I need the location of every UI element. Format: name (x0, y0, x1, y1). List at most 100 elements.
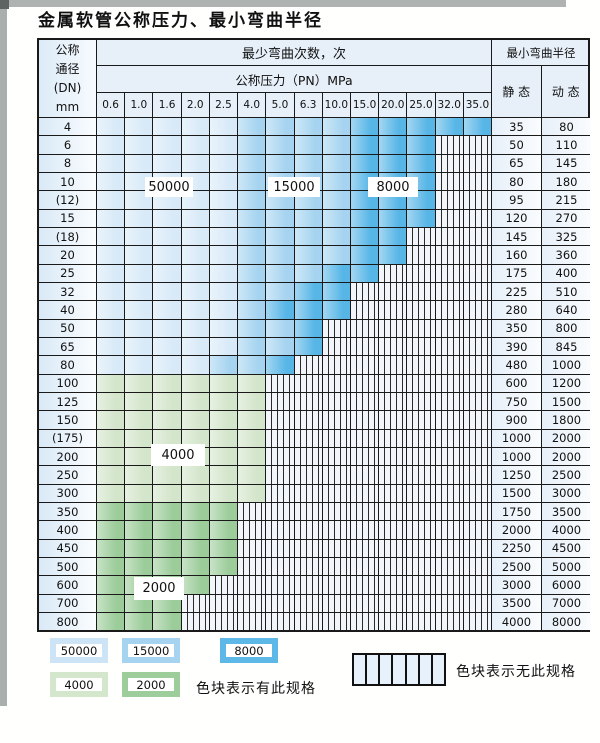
pressure-cells (96, 264, 492, 282)
spec-cell (97, 136, 125, 154)
spec-cell (180, 576, 209, 594)
spec-cell (293, 337, 322, 356)
spec-cell (349, 118, 379, 136)
spec-cell (265, 246, 294, 264)
dynamic-radius-value: 640 (541, 301, 591, 319)
no-spec-cell (237, 521, 266, 539)
spec-cell (208, 447, 238, 466)
spec-cell (321, 118, 350, 136)
spec-cell (265, 209, 294, 227)
no-spec-cell (462, 557, 492, 576)
static-radius-value: 480 (491, 356, 541, 374)
spec-cell (152, 282, 181, 301)
spec-cell (265, 282, 294, 301)
spec-cell (124, 154, 153, 172)
spec-cell (124, 282, 153, 301)
spec-cell (265, 154, 294, 172)
pressure-tick: 1.0 (124, 93, 152, 117)
spec-cell (293, 209, 322, 227)
no-spec-cell (293, 429, 322, 447)
no-spec-cell (208, 612, 238, 631)
no-spec-cell (321, 466, 350, 484)
spec-cell (208, 154, 238, 172)
no-spec-cell (321, 447, 350, 466)
static-radius-value: 1000 (491, 429, 541, 447)
dynamic-radius-value: 215 (541, 191, 591, 209)
no-spec-cell (293, 392, 322, 411)
spec-cell (237, 484, 266, 502)
no-spec-swatch-cell (430, 655, 444, 684)
dn-value: 350 (39, 502, 96, 521)
legend-swatch: 50000 (50, 638, 108, 663)
table-row: 200 1000 2000 (39, 446, 591, 466)
spec-cell (180, 209, 209, 227)
spec-cell (208, 118, 238, 136)
no-spec-cell (406, 301, 435, 319)
static-radius-value: 350 (491, 319, 541, 337)
no-spec-cell (293, 411, 322, 429)
spec-cell (180, 392, 209, 411)
dn-value: 125 (39, 392, 96, 411)
pressure-cells (96, 301, 492, 319)
spec-cell (208, 246, 238, 264)
dn-value: 200 (39, 447, 96, 466)
spec-cell (97, 227, 125, 246)
no-spec-cell (321, 429, 350, 447)
no-spec-cell (349, 466, 379, 484)
static-radius-value: 225 (491, 282, 541, 301)
table-row: 20 160 360 (39, 245, 591, 264)
pressure-cells (96, 521, 492, 539)
no-spec-cell (293, 521, 322, 539)
spec-cell (180, 154, 209, 172)
pressure-cells (96, 392, 492, 411)
no-spec-cell (208, 594, 238, 612)
no-spec-cell (462, 521, 492, 539)
spec-cell (97, 502, 125, 521)
spec-cell (97, 484, 125, 502)
no-spec-cell (293, 612, 322, 631)
spec-cell (378, 209, 407, 227)
spec-cell (208, 282, 238, 301)
spec-cell (124, 209, 153, 227)
no-spec-cell (434, 612, 463, 631)
pressure-tick: 0.6 (102, 99, 119, 111)
no-spec-cell (406, 539, 435, 557)
no-spec-cell (462, 576, 492, 594)
pressure-tick: 20.0 (378, 93, 406, 117)
pressure-cells (96, 374, 492, 392)
static-radius-value: 390 (491, 337, 541, 356)
no-spec-cell (378, 557, 407, 576)
table-row: 150 900 1800 (39, 410, 591, 429)
spec-cell (265, 227, 294, 246)
spec-cell (349, 227, 379, 246)
no-spec-cell (293, 356, 322, 374)
table-row: 300 1500 3000 (39, 483, 591, 502)
cycles-section-header: 最少弯曲次数，次 公称压力（PN）MPa 0.6 1.0 1.6 2.0 2.5 4.0 5… (97, 40, 491, 117)
static-radius-value: 750 (491, 392, 541, 411)
static-dynamic-header: 静 态 动 态 (492, 66, 590, 117)
no-spec-cell (378, 337, 407, 356)
dn-value: 450 (39, 539, 96, 557)
no-spec-cell (462, 466, 492, 484)
no-spec-cell (321, 484, 350, 502)
static-radius-value: 1750 (491, 502, 541, 521)
no-spec-cell (293, 447, 322, 466)
no-spec-cell (180, 594, 209, 612)
no-spec-cell (434, 411, 463, 429)
no-spec-cell (462, 392, 492, 411)
dn-value: (175) (39, 429, 96, 447)
pressure-cells (96, 557, 492, 576)
no-spec-cell (293, 557, 322, 576)
dn-header-line: 公称 (55, 42, 80, 57)
dynamic-radius-value: 2000 (541, 429, 591, 447)
no-spec-cell (462, 502, 492, 521)
no-spec-cell (462, 594, 492, 612)
table-row: 500 2500 5000 (39, 556, 591, 576)
no-spec-cell (434, 466, 463, 484)
spec-cell (152, 429, 181, 447)
pressure-cells (96, 191, 492, 209)
no-spec-cell (349, 282, 379, 301)
no-spec-cell (406, 374, 435, 392)
no-spec-label: 色块表示无此规格 (456, 664, 576, 680)
spec-cell (208, 374, 238, 392)
